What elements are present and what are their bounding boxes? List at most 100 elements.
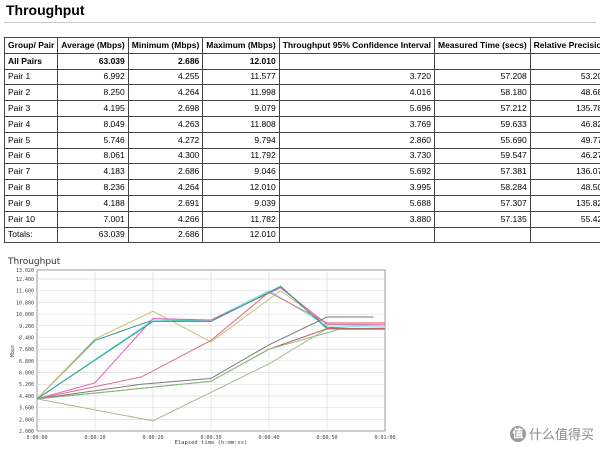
- col-header-relative-precision: Relative Precision: [529, 37, 600, 54]
- row-label-cell: Pair 10: [3, 210, 59, 228]
- col-header-average: Average (Mbps): [57, 37, 129, 54]
- table-cell: 2.686: [127, 163, 204, 181]
- table-cell: 4.264: [127, 84, 204, 102]
- watermark-logo-icon: 值: [509, 425, 526, 442]
- row-label-cell: Totals:: [3, 226, 59, 244]
- row-label-cell: Pair 3: [3, 100, 59, 117]
- chart-title: Throughput: [7, 257, 61, 267]
- table-cell: 57.212: [434, 100, 531, 117]
- table-cell: 59.633: [434, 115, 531, 133]
- table-cell: 3.730: [278, 147, 436, 165]
- row-label-cell: Pair 1: [3, 68, 59, 86]
- table-cell: 8.236: [57, 179, 129, 196]
- table-cell: 3.769: [278, 115, 436, 133]
- row-label-cell: Pair 6: [3, 147, 59, 165]
- x-tick-label: 0:00:50: [316, 435, 337, 441]
- y-tick-label: 2.000: [19, 429, 34, 435]
- table-cell: [278, 226, 436, 244]
- table-cell: 3.880: [278, 210, 436, 228]
- table-cell: 8.049: [57, 115, 129, 133]
- table-cell: 4.183: [57, 163, 129, 181]
- y-tick-label: 8.400: [19, 335, 34, 341]
- y-tick-label: 10.000: [16, 312, 34, 318]
- y-tick-label: 11.600: [16, 289, 34, 295]
- col-header-confidence: Throughput 95% Confidence Interval: [278, 37, 436, 54]
- page-title: Throughput: [6, 2, 85, 18]
- x-tick-label: 0:00:00: [26, 435, 47, 441]
- table-cell: 4.263: [127, 115, 204, 133]
- x-axis-ticks: 0:00:00 0:00:10 0:00:20 0:00:30 0:00:40 0:00:…: [26, 435, 395, 441]
- row-label-cell: Pair 8: [3, 179, 59, 196]
- table-cell: 12.010: [202, 179, 280, 196]
- row-label-cell: Pair 7: [3, 163, 59, 181]
- table-cell: 48.508: [529, 179, 600, 196]
- table-cell: 5.746: [57, 131, 129, 149]
- series-line-10: [36, 329, 385, 400]
- table-cell: 55.690: [434, 131, 531, 149]
- table-cell: 2.860: [278, 131, 436, 149]
- y-tick-label: 4.400: [19, 394, 34, 400]
- table-cell: 11.998: [202, 84, 280, 102]
- table-cell: 9.079: [202, 100, 280, 117]
- table-cell: 57.307: [434, 194, 531, 212]
- x-tick-label: 0:00:30: [200, 435, 221, 441]
- row-label-cell: Pair 4: [3, 115, 59, 133]
- table-cell: 4.195: [57, 100, 129, 117]
- table-cell: 4.266: [127, 210, 204, 228]
- row-label-cell: Pair 5: [3, 131, 59, 149]
- table-cell: [434, 226, 531, 244]
- table-cell: [529, 226, 600, 244]
- watermark-text: 什么值得买: [528, 427, 594, 442]
- chart-grid: [37, 270, 385, 431]
- table-cell: 6.992: [57, 68, 129, 86]
- table-cell: 135.783: [529, 100, 600, 117]
- table-cell: 4.264: [127, 179, 204, 196]
- table-cell: 58.180: [434, 84, 531, 102]
- y-tick-label: 7.600: [19, 347, 34, 353]
- y-tick-label: 9.200: [19, 324, 34, 330]
- y-tick-label: 6.000: [19, 371, 34, 377]
- y-tick-label: 5.200: [19, 382, 34, 388]
- table-cell: 46.823: [529, 115, 600, 133]
- table-cell: 63.039: [57, 52, 129, 70]
- title-divider: [4, 22, 596, 23]
- table-cell: 4.016: [278, 84, 436, 102]
- table-cell: 11.782: [202, 210, 280, 228]
- table-cell: 48.680: [529, 84, 600, 102]
- series-line-8: [36, 316, 374, 400]
- table-cell: 9.794: [202, 131, 280, 149]
- table-cell: 5.688: [278, 194, 436, 212]
- table-cell: 4.255: [127, 68, 204, 86]
- table-cell: 4.300: [127, 147, 204, 165]
- table-cell: [434, 52, 531, 70]
- table-cell: 9.046: [202, 163, 280, 181]
- y-tick-label: 2.800: [19, 417, 34, 423]
- series-line-4: [36, 287, 385, 400]
- table-cell: 9.039: [202, 194, 280, 212]
- series-line-3: [36, 290, 386, 400]
- table-cell: 3.995: [278, 179, 436, 196]
- table-cell: 5.696: [278, 100, 436, 117]
- table-cell: 12.010: [202, 226, 280, 244]
- y-tick-label: 3.600: [19, 406, 34, 412]
- table-cell: 3.720: [278, 68, 436, 86]
- table-cell: [278, 52, 436, 70]
- table-cell: [529, 52, 600, 70]
- y-tick-label: 13.020: [16, 268, 34, 274]
- table-cell: 7.001: [57, 210, 129, 228]
- table-cell: 53.206: [529, 68, 600, 86]
- x-tick-label: 0:00:20: [142, 435, 163, 441]
- throughput-chart-svg: Throughput 2.000 2.800 3.600 4.400 5.200 6.00…: [7, 257, 396, 446]
- table-cell: 2.686: [127, 226, 204, 244]
- y-tick-label: 6.800: [19, 359, 34, 365]
- throughput-chart: Throughput 2.000 2.800 3.600 4.400 5.200 6.00…: [0, 255, 400, 449]
- col-header-maximum: Maximum (Mbps): [202, 37, 280, 54]
- table-cell: 2.698: [127, 100, 204, 117]
- table-cell: 12.010: [202, 52, 280, 70]
- table-cell: 46.275: [529, 147, 600, 165]
